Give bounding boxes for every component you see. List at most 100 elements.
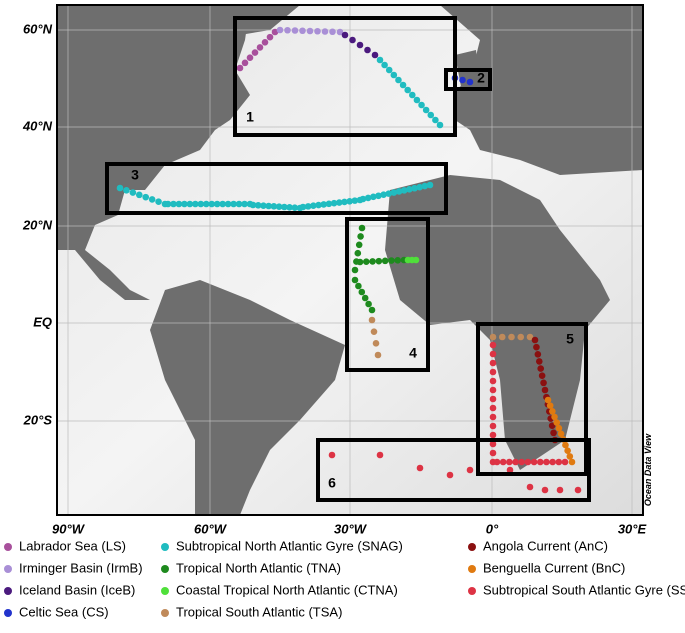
station	[561, 458, 569, 466]
station	[192, 200, 199, 208]
station	[385, 66, 393, 74]
legend-marker	[468, 587, 476, 595]
station	[261, 38, 269, 46]
station	[266, 33, 274, 41]
x-tick-label: 30°E	[618, 521, 647, 536]
station	[369, 258, 376, 265]
station	[155, 198, 162, 206]
station	[351, 276, 359, 284]
region-boxes	[105, 16, 591, 502]
station	[364, 46, 371, 54]
region-box	[233, 16, 457, 137]
station	[466, 78, 474, 86]
station	[390, 71, 398, 79]
map-frame	[56, 4, 644, 516]
x-tick-label: 60°W	[194, 521, 228, 536]
station	[555, 424, 563, 432]
y-tick-label: 40°N	[22, 118, 53, 133]
station	[346, 197, 353, 205]
station	[370, 328, 378, 335]
region-box	[316, 438, 591, 502]
watermark: Ocean Data View	[643, 433, 653, 506]
station	[370, 193, 377, 201]
station	[546, 402, 554, 409]
station	[540, 379, 547, 387]
y-tick-label: 60°N	[23, 21, 53, 36]
station	[512, 458, 519, 466]
station	[321, 28, 329, 35]
station	[395, 188, 403, 195]
region-label: 5	[566, 331, 574, 347]
station	[421, 182, 429, 190]
station	[148, 196, 156, 203]
station	[361, 294, 369, 302]
station	[568, 458, 576, 466]
station	[533, 343, 540, 351]
station	[270, 203, 278, 210]
legend-marker	[161, 587, 169, 595]
station	[241, 59, 249, 67]
legend-marker	[161, 609, 169, 617]
station	[548, 422, 556, 430]
station	[375, 257, 383, 265]
x-tick-label: 90°W	[52, 521, 86, 536]
station	[356, 258, 364, 266]
station	[566, 453, 574, 460]
station	[551, 413, 558, 421]
station	[213, 200, 221, 208]
station	[535, 358, 543, 365]
station	[537, 365, 545, 372]
y-tick-label: EQ	[33, 314, 52, 329]
station	[376, 451, 384, 459]
station	[281, 203, 288, 211]
station	[395, 76, 402, 84]
station	[224, 200, 232, 208]
station	[489, 431, 497, 439]
station	[306, 27, 314, 35]
station	[380, 191, 387, 198]
station	[368, 306, 376, 314]
station	[489, 386, 497, 394]
station	[265, 202, 272, 210]
station	[489, 413, 497, 421]
region-box	[105, 162, 448, 215]
station	[291, 27, 299, 34]
station	[181, 200, 188, 208]
station	[374, 351, 382, 359]
station	[466, 466, 474, 474]
station	[394, 256, 402, 264]
station	[416, 464, 424, 472]
legend-marker	[4, 609, 12, 617]
station	[371, 51, 379, 59]
station	[358, 224, 366, 232]
legend-marker	[4, 543, 12, 551]
station	[368, 316, 376, 324]
station	[432, 116, 439, 124]
station	[459, 76, 466, 84]
station	[320, 201, 328, 208]
station	[489, 368, 497, 376]
station	[564, 447, 571, 455]
x-tick-label: 30°W	[334, 521, 368, 536]
station	[390, 189, 398, 196]
region-box	[345, 217, 430, 372]
station	[219, 200, 226, 208]
legend-label: Tropical South Atlantic (TSA)	[176, 604, 342, 619]
station	[530, 458, 538, 466]
station	[286, 204, 293, 211]
station	[436, 121, 444, 129]
station	[236, 64, 244, 72]
station	[329, 28, 336, 36]
station	[556, 486, 564, 494]
station	[543, 458, 550, 466]
station	[413, 96, 421, 104]
station	[518, 458, 526, 466]
legend-label: Celtic Sea (CS)	[19, 604, 109, 619]
region-label: 4	[409, 345, 417, 361]
station	[499, 458, 507, 466]
station	[310, 202, 317, 210]
station	[170, 200, 177, 208]
station	[358, 288, 366, 296]
station	[399, 81, 407, 89]
